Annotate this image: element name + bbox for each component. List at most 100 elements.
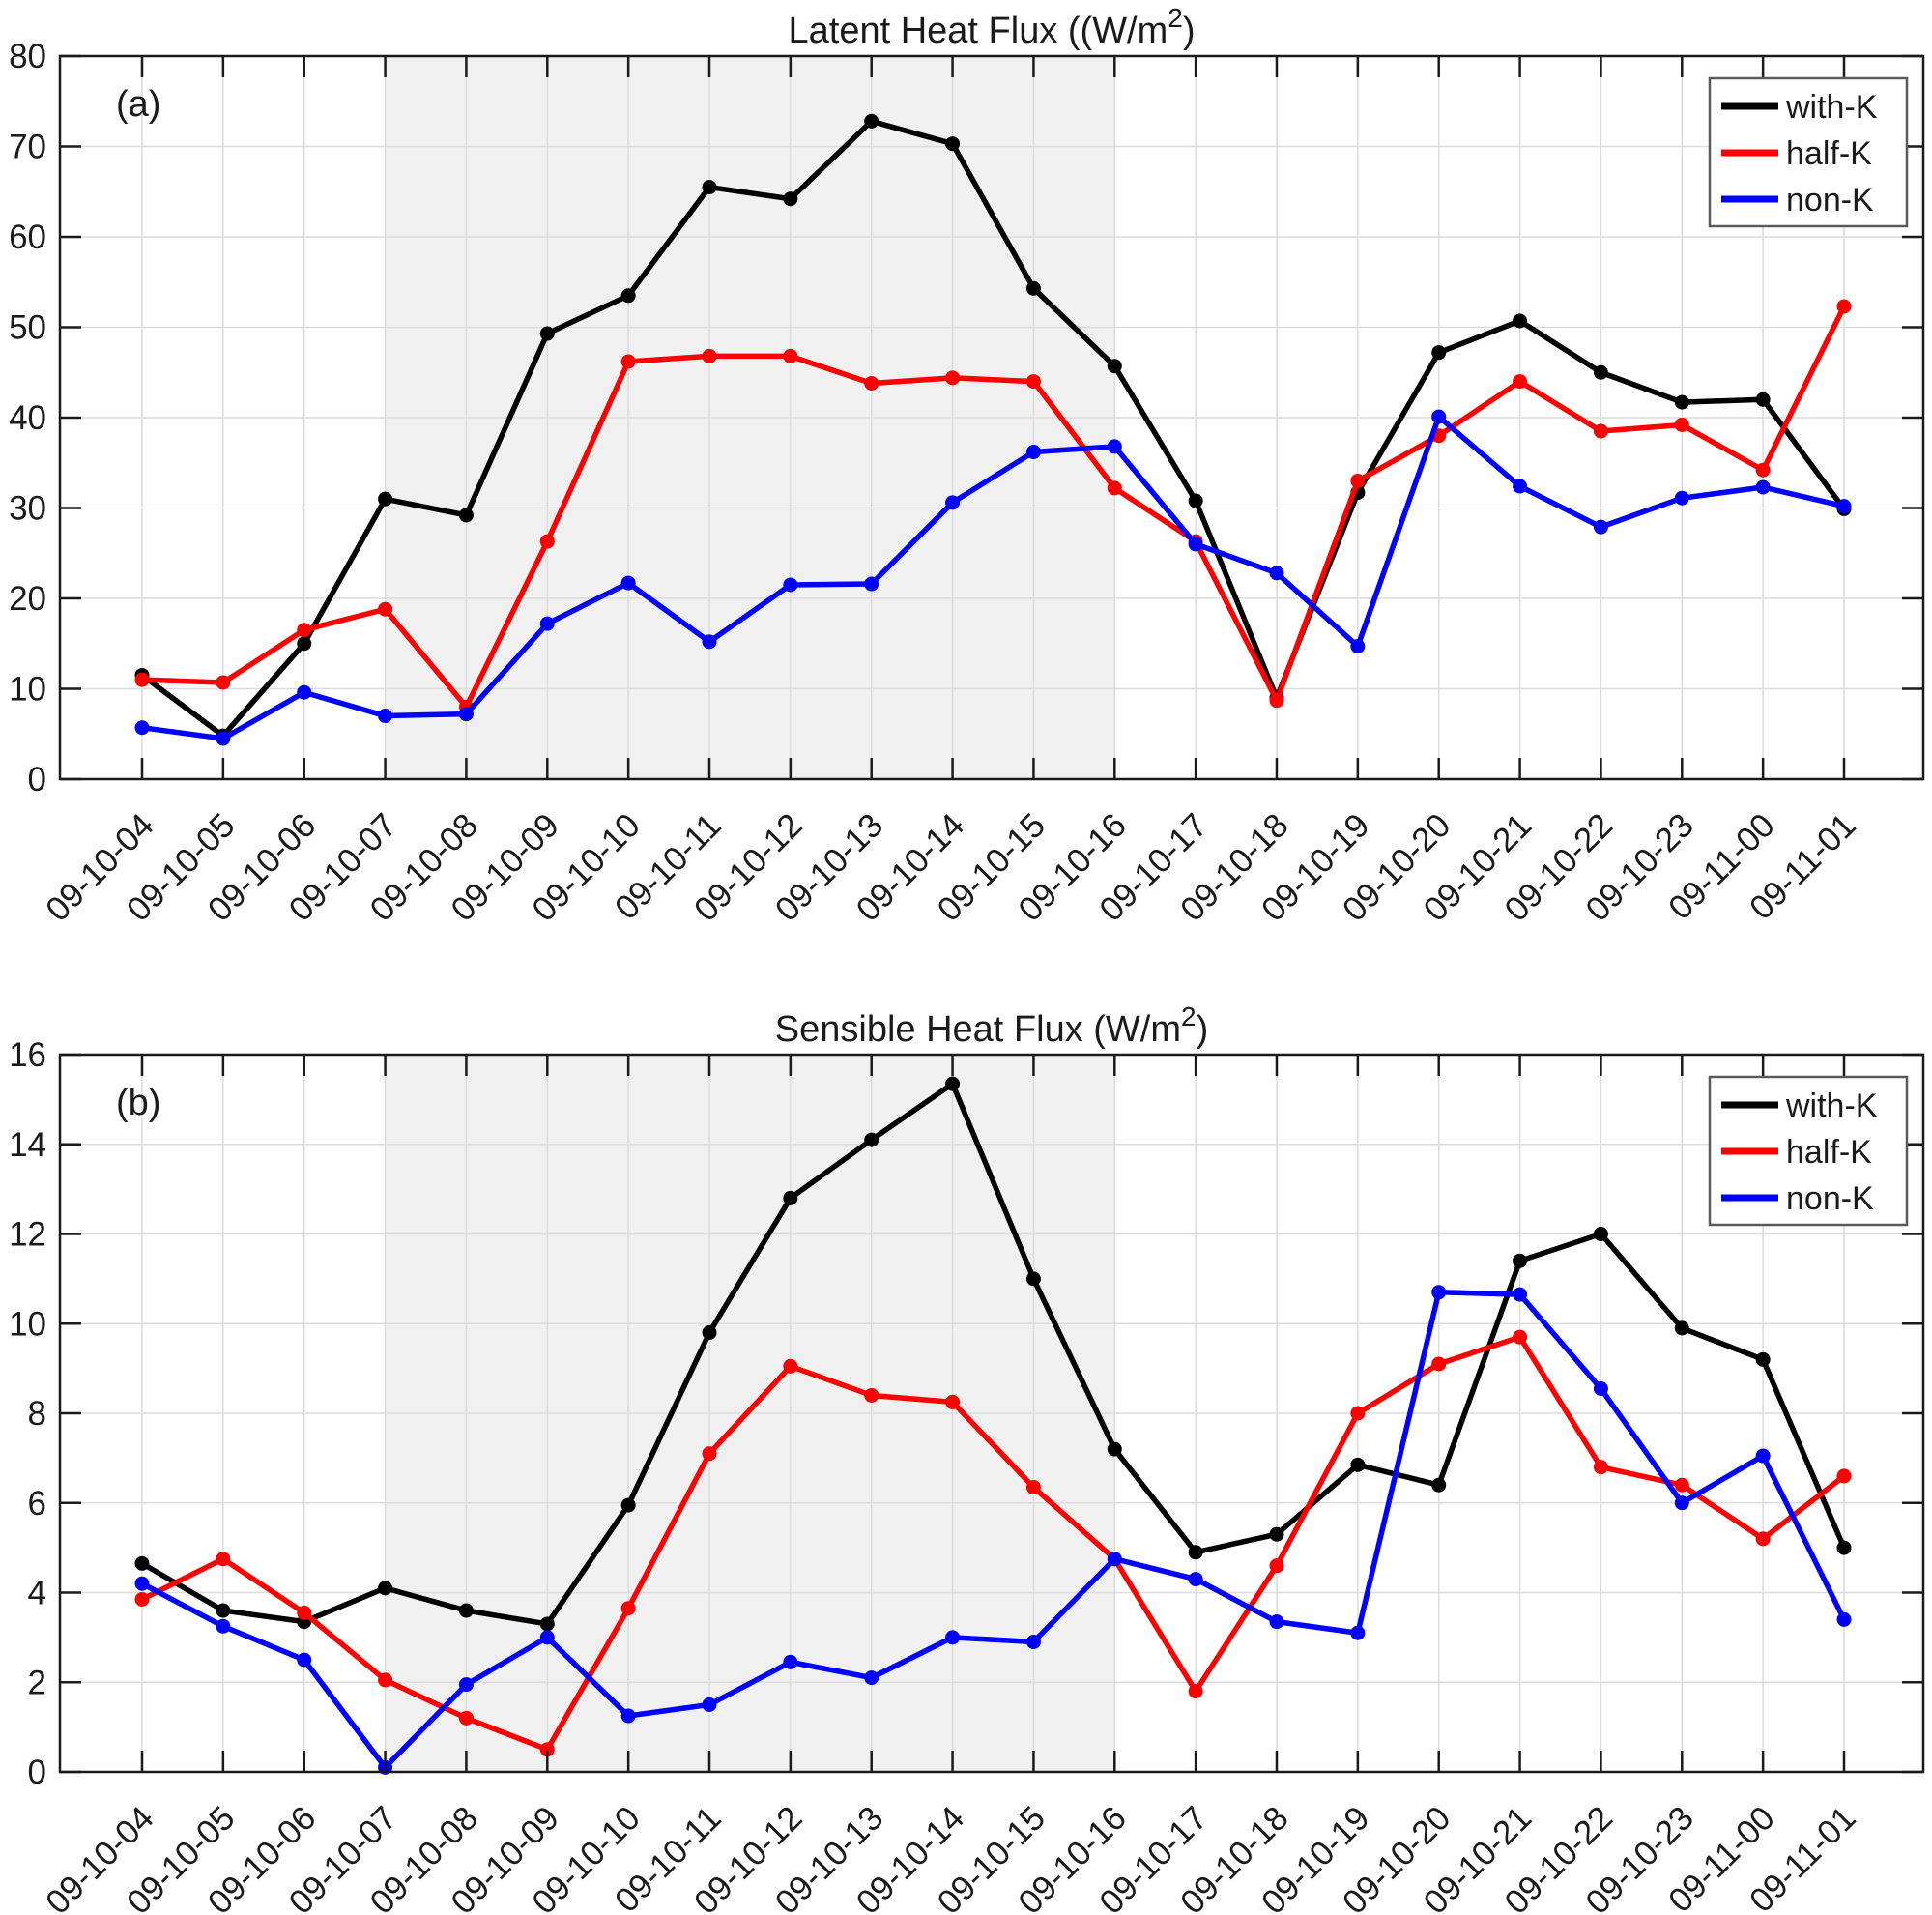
data-point-non-K-09-10-19 [1350, 639, 1366, 654]
data-point-with-K-09-10-23 [1674, 394, 1689, 410]
y-tick-label: 60 [9, 218, 46, 256]
data-point-half-K-09-10-14 [945, 370, 961, 386]
legend-label-non-k: non-K [1786, 1180, 1874, 1217]
data-point-non-K-09-10-20 [1431, 409, 1447, 424]
data-point-non-K-09-11-00 [1755, 479, 1771, 495]
data-point-half-K-09-10-15 [1025, 374, 1041, 390]
data-point-half-K-09-10-16 [1107, 480, 1122, 496]
data-point-with-K-09-10-08 [458, 508, 474, 523]
y-tick-label: 12 [9, 1216, 46, 1254]
data-point-half-K-09-10-21 [1513, 1329, 1528, 1345]
data-point-with-K-09-10-04 [134, 1555, 150, 1571]
data-point-non-K-09-10-22 [1593, 1380, 1608, 1396]
data-point-with-K-09-10-15 [1025, 280, 1041, 296]
data-point-with-K-09-10-11 [702, 180, 717, 195]
data-point-non-K-09-10-11 [702, 1697, 717, 1712]
data-point-non-K-09-10-14 [945, 495, 961, 510]
data-point-half-K-09-10-10 [620, 1601, 636, 1616]
series-line-non-K [139, 1290, 1847, 1771]
data-point-non-K-09-10-07 [378, 709, 393, 724]
panel-a-title: Latent Heat Flux ((W/m2) [789, 3, 1196, 51]
data-point-non-K-09-10-20 [1431, 1285, 1447, 1300]
data-point-half-K-09-10-21 [1513, 374, 1528, 390]
data-point-half-K-09-10-14 [945, 1394, 961, 1409]
legend-panel-b: with-K half-K non-K [1708, 1075, 1909, 1227]
data-point-with-K-09-10-22 [1593, 1227, 1608, 1241]
y-tick-label: 0 [28, 761, 46, 798]
data-point-with-K-09-10-20 [1431, 1477, 1447, 1493]
data-point-with-K-09-10-07 [378, 491, 393, 507]
data-point-half-K-09-10-18 [1269, 693, 1284, 709]
y-tick-label: 20 [9, 580, 46, 618]
data-point-with-K-09-10-05 [216, 1603, 231, 1618]
y-tick-label: 10 [9, 671, 46, 709]
data-point-non-K-09-10-10 [620, 575, 636, 591]
data-point-half-K-09-10-22 [1593, 1460, 1608, 1475]
data-point-half-K-09-10-07 [378, 1672, 393, 1688]
data-point-half-K-09-10-13 [864, 375, 879, 391]
data-point-non-K-09-10-05 [216, 1618, 231, 1634]
data-point-with-K-09-10-17 [1188, 493, 1203, 508]
y-tick-label: 80 [9, 38, 46, 75]
data-point-half-K-09-10-20 [1431, 1356, 1447, 1372]
data-point-non-K-09-10-23 [1674, 490, 1689, 506]
y-tick-label: 2 [28, 1664, 46, 1701]
data-point-with-K-09-10-10 [620, 288, 636, 304]
data-point-non-K-09-10-14 [945, 1630, 961, 1645]
data-point-half-K-09-10-23 [1674, 1477, 1689, 1493]
data-point-with-K-09-10-09 [539, 326, 555, 341]
data-point-with-K-09-10-10 [620, 1497, 636, 1513]
panel-a-label: (a) [116, 84, 160, 125]
panel-a-title-superscript: 2 [1168, 3, 1183, 33]
data-point-with-K-09-10-21 [1513, 1253, 1528, 1268]
legend-label-non-k: non-K [1786, 182, 1874, 218]
data-point-non-K-09-10-09 [539, 616, 555, 631]
data-point-half-K-09-10-09 [539, 1742, 555, 1757]
data-point-non-K-09-10-15 [1025, 445, 1041, 460]
data-point-half-K-09-10-12 [783, 348, 798, 363]
series-line-with-K [139, 118, 1847, 739]
data-point-half-K-09-10-17 [1188, 1684, 1203, 1699]
data-point-non-K-09-10-12 [783, 1654, 798, 1669]
data-point-with-K-09-11-00 [1755, 392, 1771, 407]
panel-b-label: (b) [116, 1083, 160, 1123]
data-point-with-K-09-11-01 [1836, 1540, 1852, 1555]
data-point-with-K-09-10-23 [1674, 1320, 1689, 1336]
data-point-non-K-09-10-13 [864, 576, 879, 592]
y-tick-label: 16 [9, 1036, 46, 1074]
series-line-non-K [139, 414, 1847, 741]
data-point-with-K-09-10-06 [297, 636, 312, 652]
data-point-non-K-09-10-08 [458, 1677, 474, 1693]
data-point-non-K-09-11-00 [1755, 1448, 1771, 1464]
data-point-with-K-09-10-13 [864, 1132, 879, 1147]
data-point-half-K-09-10-11 [702, 348, 717, 363]
data-point-non-K-09-10-06 [297, 684, 312, 700]
data-point-non-K-09-10-15 [1025, 1635, 1041, 1650]
series-line-half-K [139, 304, 1847, 710]
data-point-non-K-09-10-17 [1188, 1572, 1203, 1587]
data-point-half-K-09-10-04 [134, 1591, 150, 1607]
data-point-half-K-09-11-00 [1755, 462, 1771, 478]
data-point-non-K-09-10-19 [1350, 1625, 1366, 1640]
data-point-non-K-09-10-16 [1107, 439, 1122, 454]
data-point-half-K-09-10-08 [458, 1710, 474, 1726]
data-point-half-K-09-10-11 [702, 1446, 717, 1462]
data-point-with-K-09-10-15 [1025, 1271, 1041, 1287]
data-point-with-K-09-10-16 [1107, 359, 1122, 374]
data-point-with-K-09-10-21 [1513, 313, 1528, 329]
data-point-half-K-09-10-19 [1350, 1406, 1366, 1421]
data-point-non-K-09-10-08 [458, 707, 474, 722]
data-point-with-K-09-10-17 [1188, 1545, 1203, 1560]
data-point-with-K-09-10-11 [702, 1325, 717, 1341]
data-point-non-K-09-10-21 [1513, 1287, 1528, 1302]
data-point-non-K-09-10-11 [702, 634, 717, 650]
data-point-non-K-09-10-17 [1188, 537, 1203, 552]
data-point-half-K-09-10-10 [620, 354, 636, 369]
y-tick-label: 40 [9, 399, 46, 437]
data-point-non-K-09-10-05 [216, 731, 231, 746]
data-point-non-K-09-10-13 [864, 1670, 879, 1686]
panel-b-title-superscript: 2 [1181, 1001, 1197, 1031]
data-point-with-K-09-10-07 [378, 1581, 393, 1596]
data-point-half-K-09-10-13 [864, 1387, 879, 1403]
data-point-non-K-09-10-04 [134, 1576, 150, 1591]
